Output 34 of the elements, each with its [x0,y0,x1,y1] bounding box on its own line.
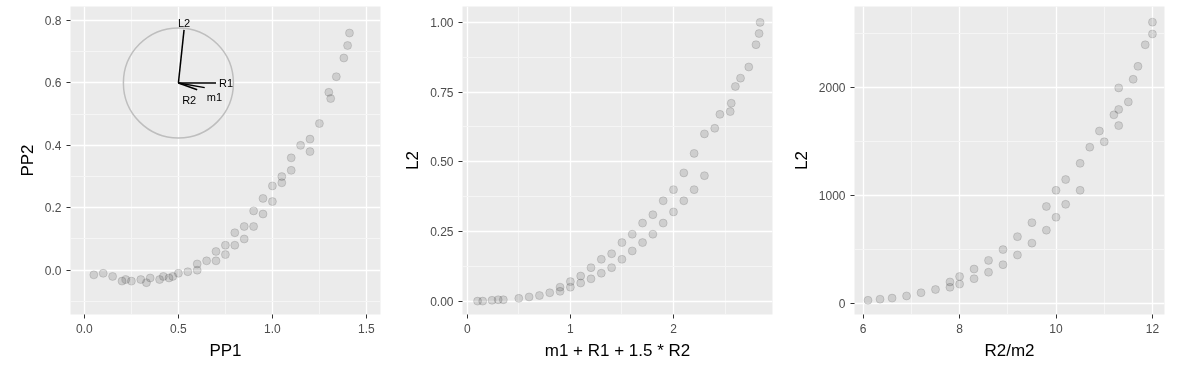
x-tick-label: 0 [463,321,471,336]
series-label: R2 [182,93,197,106]
x-axis-title: m1 + R1 + 1.5 * R2 [544,340,691,360]
y-axis-title: L2 [403,151,423,170]
series-label: R1 [219,76,234,89]
x-tick-label: 1.5 [358,321,376,336]
y-tick-label: 0.50 [430,155,454,170]
x-tick-label: 2 [670,321,678,336]
series-label: L2 [177,16,191,29]
y-tick-label: 1.00 [430,15,454,30]
x-tick-label: 8 [956,321,964,336]
y-tick-label: 0.0 [44,263,62,278]
y-tick-label: 0.6 [44,76,62,91]
y-tick-label: 2000 [818,81,846,96]
y-tick-label: 0.4 [44,138,62,153]
x-tick-label: 12 [1145,321,1160,336]
series-label: m1 [206,90,223,103]
y-tick-label: 0.75 [430,85,454,100]
y-tick-label: 0.25 [430,224,454,239]
x-tick-label: 0.5 [170,321,188,336]
y-tick-label: 0.2 [44,201,62,216]
x-axis-title: R2/m2 [984,340,1035,360]
y-axis-title: L2 [791,151,811,170]
x-tick-label: 0.0 [76,321,94,336]
y-axis-title: PP2 [17,144,37,177]
x-axis-title: PP1 [209,340,242,360]
y-tick-label: 0 [838,297,846,311]
y-tick-label: 0.8 [44,14,62,29]
y-tick-label: 0.00 [430,294,454,309]
x-tick-label: 1.0 [264,321,282,336]
y-tick-label: 1000 [818,189,846,204]
x-tick-label: 10 [1049,321,1064,336]
x-tick-label: 6 [859,321,867,336]
x-tick-label: 1 [567,321,575,336]
